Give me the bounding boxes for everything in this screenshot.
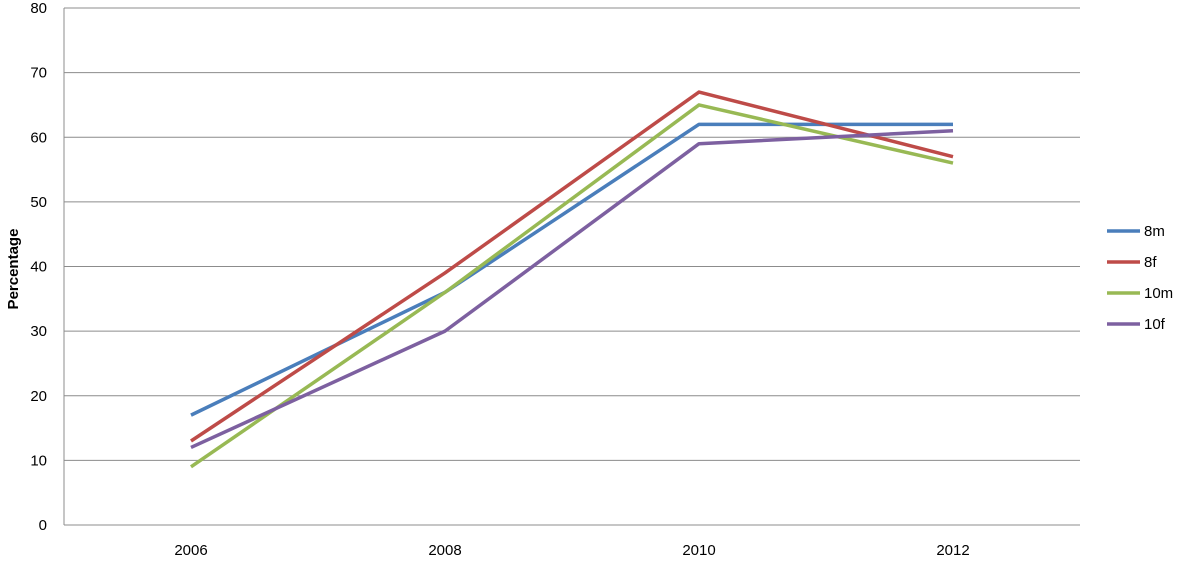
y-tick-label: 20 (30, 388, 47, 405)
series-line-8f (190, 90, 954, 443)
y-tick-label: 70 (30, 65, 47, 82)
series-line-10f (190, 129, 954, 450)
x-axis-ticks: 2006 2008 2010 2012 (174, 542, 969, 559)
y-axis-label: Percentage (5, 229, 22, 310)
y-axis-ticks: 0 10 20 30 40 50 60 70 80 (30, 0, 47, 534)
gridlines (64, 7, 1080, 461)
y-tick-label: 10 (30, 452, 47, 469)
y-tick-label: 50 (30, 194, 47, 211)
x-tick-label: 2006 (174, 542, 207, 559)
legend-label-8m: 8m (1144, 223, 1165, 240)
y-tick-label: 30 (30, 323, 47, 340)
legend-label-8f: 8f (1144, 254, 1157, 271)
legend-label-10f: 10f (1144, 316, 1166, 333)
x-tick-label: 2008 (428, 542, 461, 559)
legend-label-10m: 10m (1144, 285, 1173, 302)
x-tick-label: 2012 (936, 542, 969, 559)
y-tick-label: 80 (30, 0, 47, 17)
series-line-8m (190, 122, 953, 417)
y-tick-label: 60 (30, 129, 47, 146)
x-tick-label: 2010 (682, 542, 715, 559)
legend: 8m 8f 10m 10f (1107, 223, 1173, 333)
y-tick-label: 0 (39, 517, 47, 534)
axes (63, 8, 1080, 526)
y-tick-label: 40 (30, 259, 47, 276)
series-lines (190, 90, 954, 469)
series-line-10m (190, 103, 954, 469)
